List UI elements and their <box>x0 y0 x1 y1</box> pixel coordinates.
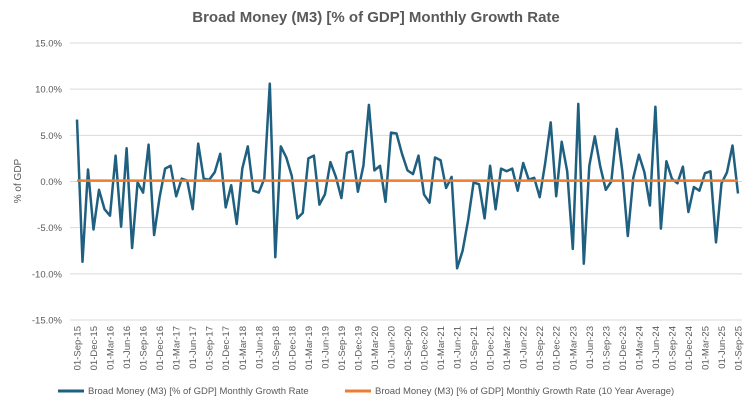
x-tick-label: 01-Dec-16 <box>155 326 166 370</box>
y-tick-label: -15.0% <box>32 316 63 327</box>
y-axis-label: % of GDP <box>13 158 24 203</box>
x-tick-label: 01-Sep-19 <box>337 326 348 370</box>
x-tick-label: 01-Dec-19 <box>353 326 364 370</box>
y-tick-label: -5.0% <box>37 223 62 234</box>
chart-title: Broad Money (M3) [% of GDP] Monthly Grow… <box>192 9 560 26</box>
x-tick-label: 01-Dec-22 <box>552 326 563 370</box>
x-tick-label: 01-Dec-23 <box>618 326 629 370</box>
x-tick-label: 01-Mar-19 <box>304 326 315 370</box>
x-tick-label: 01-Dec-24 <box>684 326 695 370</box>
x-tick-label: 01-Mar-17 <box>172 326 183 370</box>
x-tick-label: 01-Jun-17 <box>188 326 199 369</box>
x-tick-label: 01-Jun-21 <box>453 326 464 369</box>
x-tick-label: 01-Sep-24 <box>667 326 678 370</box>
x-tick-label: 01-Mar-24 <box>634 326 645 370</box>
x-tick-label: 01-Mar-23 <box>568 326 579 370</box>
x-tick-label: 01-Jun-25 <box>717 326 728 369</box>
x-tick-label: 01-Dec-15 <box>89 326 100 370</box>
y-tick-label: 5.0% <box>40 131 62 142</box>
x-tick-label: 01-Jun-23 <box>585 326 596 369</box>
y-tick-label: 10.0% <box>35 85 62 96</box>
y-tick-label: 0.0% <box>40 177 62 188</box>
legend-label-series: Broad Money (M3) [% of GDP] Monthly Grow… <box>88 386 309 397</box>
legend: Broad Money (M3) [% of GDP] Monthly Grow… <box>58 386 674 397</box>
x-tick-label: 01-Jun-18 <box>254 326 265 369</box>
x-tick-label: 01-Sep-23 <box>601 326 612 370</box>
x-tick-label: 01-Dec-17 <box>221 326 232 370</box>
x-tick-label: 01-Mar-25 <box>700 326 711 370</box>
x-tick-label: 01-Jun-19 <box>320 326 331 369</box>
x-tick-label: 01-Dec-20 <box>420 326 431 370</box>
x-tick-label: 01-Mar-21 <box>436 326 447 370</box>
x-tick-label: 01-Sep-20 <box>403 326 414 370</box>
y-tick-label: -10.0% <box>32 269 63 280</box>
y-tick-label: 15.0% <box>35 39 62 50</box>
x-tick-label: 01-Dec-18 <box>287 326 298 370</box>
x-tick-label: 01-Jun-20 <box>386 326 397 369</box>
x-tick-label: 01-Sep-18 <box>271 326 282 370</box>
x-tick-label: 01-Jun-24 <box>651 326 662 369</box>
x-tick-label: 01-Mar-22 <box>502 326 513 370</box>
x-tick-label: 01-Sep-25 <box>734 326 745 370</box>
legend-label-average: Broad Money (M3) [% of GDP] Monthly Grow… <box>375 386 674 397</box>
x-tick-label: 01-Mar-16 <box>106 326 117 370</box>
x-tick-label: 01-Sep-15 <box>73 326 84 370</box>
x-tick-label: 01-Jun-16 <box>122 326 133 369</box>
x-tick-label: 01-Mar-18 <box>238 326 249 370</box>
x-tick-label: 01-Sep-16 <box>139 326 150 370</box>
x-tick-label: 01-Sep-22 <box>535 326 546 370</box>
series-line-growth-rate <box>75 82 740 270</box>
x-tick-label: 01-Dec-21 <box>486 326 497 370</box>
x-tick-label: 01-Mar-20 <box>370 326 381 370</box>
x-tick-label: 01-Jun-22 <box>519 326 530 369</box>
x-tick-label: 01-Sep-21 <box>469 326 480 370</box>
x-tick-label: 01-Sep-17 <box>205 326 216 370</box>
